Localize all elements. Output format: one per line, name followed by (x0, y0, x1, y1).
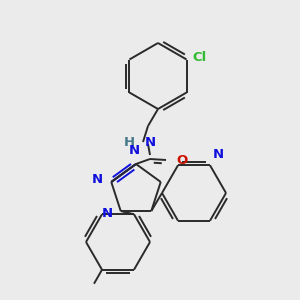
Text: O: O (176, 154, 187, 166)
Text: H: H (124, 136, 135, 148)
Text: N: N (213, 148, 224, 161)
Text: Cl: Cl (193, 51, 207, 64)
Text: N: N (128, 144, 140, 157)
Text: N: N (145, 136, 156, 148)
Text: N: N (92, 173, 103, 187)
Text: N: N (102, 206, 113, 220)
